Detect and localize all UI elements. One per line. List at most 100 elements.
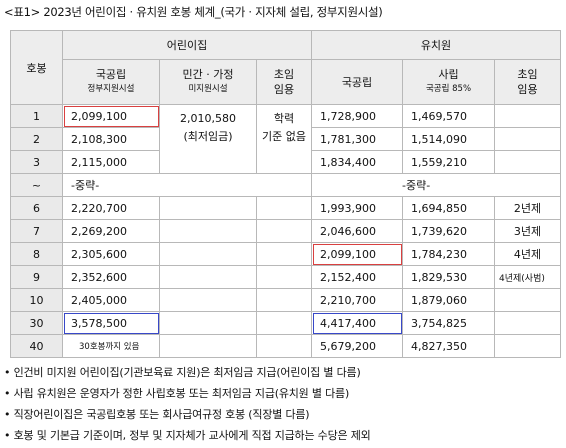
- kg-initial-cell: 4년제(사범): [493, 265, 562, 289]
- dc-public-cell: 2,099,100: [62, 104, 160, 128]
- dc-initial-header: 초임 임용: [256, 59, 312, 105]
- dc-public-cell: 2,405,000: [62, 288, 160, 312]
- kg-initial-cell: [493, 104, 562, 128]
- dc-private-cell: [159, 196, 257, 220]
- rank-cell: ~: [10, 173, 63, 197]
- kg-private-cell: 4,827,350: [402, 334, 495, 358]
- kg-private-cell: 1,784,230: [402, 242, 495, 266]
- kg-initial-header: 초임 임용: [493, 59, 562, 105]
- dc-private-cell: [159, 288, 257, 312]
- footnote: • 직장어린이집은 국공립호봉 또는 회사급여규정 호봉 (직장별 다름): [4, 408, 310, 421]
- kg-initial-cell: 4년제: [493, 242, 562, 266]
- kg-public-cell: 2,046,600: [311, 219, 403, 243]
- dc-private-cell: [159, 265, 257, 289]
- table-row: 40 30호봉까지 있음 5,679,200 4,827,350: [10, 334, 562, 358]
- rank-cell: 2: [10, 127, 63, 151]
- dc-private-note: (최저임금): [183, 130, 233, 143]
- kg-public-cell: 2,210,700: [311, 288, 403, 312]
- dc-initial-label: 초임: [273, 68, 295, 81]
- table-row-omitted: ~ -중략- -중략-: [10, 173, 562, 197]
- table-row: 3 2,115,000 1,834,400 1,559,210: [10, 150, 562, 174]
- kg-private-sublabel: 국공립 85%: [425, 84, 472, 94]
- table-row: 2 2,108,300 1,781,300 1,514,090: [10, 127, 562, 151]
- dc-private-cell: [159, 219, 257, 243]
- kg-public-label: 국공립: [341, 75, 373, 89]
- dc-public-sublabel: 정부지원시설: [87, 84, 135, 94]
- dc-initial-cell: [256, 265, 312, 289]
- dc-private-merged-cell: 2,010,580 (최저임금): [159, 104, 257, 174]
- kg-private-cell: 1,739,620: [402, 219, 495, 243]
- rank-cell: 9: [10, 265, 63, 289]
- dc-public-cell: 2,352,600: [62, 265, 160, 289]
- dc-private-label: 민간 · 가정: [182, 68, 234, 81]
- dc-initial-cell: [256, 288, 312, 312]
- dc-public-header: 국공립 정부지원시설: [62, 59, 160, 105]
- kg-initial-cell: [493, 334, 562, 358]
- table-row: 10 2,405,000 2,210,700 1,879,060: [10, 288, 562, 312]
- rank-cell: 8: [10, 242, 63, 266]
- rank-cell: 3: [10, 150, 63, 174]
- rank-cell: 10: [10, 288, 63, 312]
- dc-public-cell: 2,269,200: [62, 219, 160, 243]
- dc-public-cell: 30호봉까지 있음: [62, 334, 160, 358]
- kg-initial-cell: [493, 311, 562, 335]
- dc-private-cell: [159, 311, 257, 335]
- kindergarten-header: 유치원: [310, 30, 562, 60]
- kg-private-cell: 1,694,850: [402, 196, 495, 220]
- dc-initial-merged-cell: 학력 기준 없음: [256, 104, 312, 174]
- kg-public-cell: 1,993,900: [311, 196, 403, 220]
- dc-public-cell: 2,108,300: [62, 127, 160, 151]
- kg-private-header: 사립 국공립 85%: [402, 59, 495, 105]
- kg-public-cell: 1,728,900: [311, 104, 403, 128]
- rank-cell: 6: [10, 196, 63, 220]
- rank-cell: 7: [10, 219, 63, 243]
- footnote: • 사립 유치원은 운영자가 정한 사립호봉 또는 최저임금 지급(유치원 별 …: [4, 387, 350, 400]
- kg-public-cell: 1,781,300: [311, 127, 403, 151]
- dc-initial-cell: [256, 242, 312, 266]
- kg-public-cell: 2,152,400: [311, 265, 403, 289]
- kg-public-cell: 1,834,400: [311, 150, 403, 174]
- header-row-2: 국공립 정부지원시설 민간 · 가정 미지원시설 초임 임용 국공립 사립 국공…: [11, 59, 562, 105]
- rank-cell: 40: [10, 334, 63, 358]
- kg-initial-cell: 2년제: [493, 196, 562, 220]
- rank-header: 호봉: [10, 30, 63, 105]
- kg-public-cell: 4,417,400: [311, 311, 403, 335]
- table-row: 8 2,305,600 2,099,100 1,784,230 4년제: [10, 242, 562, 266]
- kg-private-cell: 3,754,825: [402, 311, 495, 335]
- table-row: 30 3,578,500 4,417,400 3,754,825: [10, 311, 562, 335]
- kg-initial-cell: 3년제: [493, 219, 562, 243]
- kg-private-cell: 1,514,090: [402, 127, 495, 151]
- dc-public-label: 국공립: [95, 68, 127, 81]
- dc-initial-cell: [256, 196, 312, 220]
- dc-initial-line2: 기준 없음: [262, 130, 306, 143]
- dc-public-cell: 2,115,000: [62, 150, 160, 174]
- header-row-1: 호봉 어린이집 유치원: [10, 30, 562, 105]
- kg-omitted-cell: -중략-: [310, 173, 562, 197]
- dc-initial-cell: [256, 219, 312, 243]
- daycare-header: 어린이집: [62, 30, 312, 60]
- dc-initial-line1: 학력: [273, 112, 295, 125]
- table-caption: <표1> 2023년 어린이집 · 유치원 호봉 체계_(국가 · 지자체 설립…: [4, 5, 383, 19]
- kg-initial-sublabel: 임용: [517, 83, 538, 96]
- dc-public-cell: 2,305,600: [62, 242, 160, 266]
- footnotes: • 인건비 미지원 어린이집(기관보육료 지원)은 최저임금 지급(어린이집 별…: [4, 362, 371, 446]
- dc-public-cell: 3,578,500: [62, 311, 160, 335]
- kg-initial-label: 초임: [517, 68, 538, 81]
- dc-omitted-cell: -중략-: [62, 173, 312, 197]
- kg-initial-cell: [493, 127, 562, 151]
- dc-initial-sublabel: 임용: [273, 83, 295, 96]
- rank-cell: 30: [10, 311, 63, 335]
- kg-initial-cell: [493, 150, 562, 174]
- dc-private-amount: 2,010,580: [180, 112, 236, 125]
- kg-private-cell: 1,469,570: [402, 104, 495, 128]
- footnote: • 인건비 미지원 어린이집(기관보육료 지원)은 최저임금 지급(어린이집 별…: [4, 366, 361, 379]
- table-row: 6 2,220,700 1,993,900 1,694,850 2년제: [10, 196, 562, 220]
- dc-initial-cell: [256, 334, 312, 358]
- dc-private-header: 민간 · 가정 미지원시설: [159, 59, 257, 105]
- salary-table: 호봉 어린이집 유치원 국공립 정부지원시설 민간 · 가정 미지원시설 초임 …: [10, 30, 562, 358]
- dc-initial-cell: [256, 311, 312, 335]
- dc-public-cell: 2,220,700: [62, 196, 160, 220]
- kg-initial-cell: [493, 288, 562, 312]
- footnote: • 호봉 및 기본급 기준이며, 정부 및 지자체가 교사에게 직접 지급하는 …: [4, 429, 371, 442]
- kg-public-cell: 2,099,100: [311, 242, 403, 266]
